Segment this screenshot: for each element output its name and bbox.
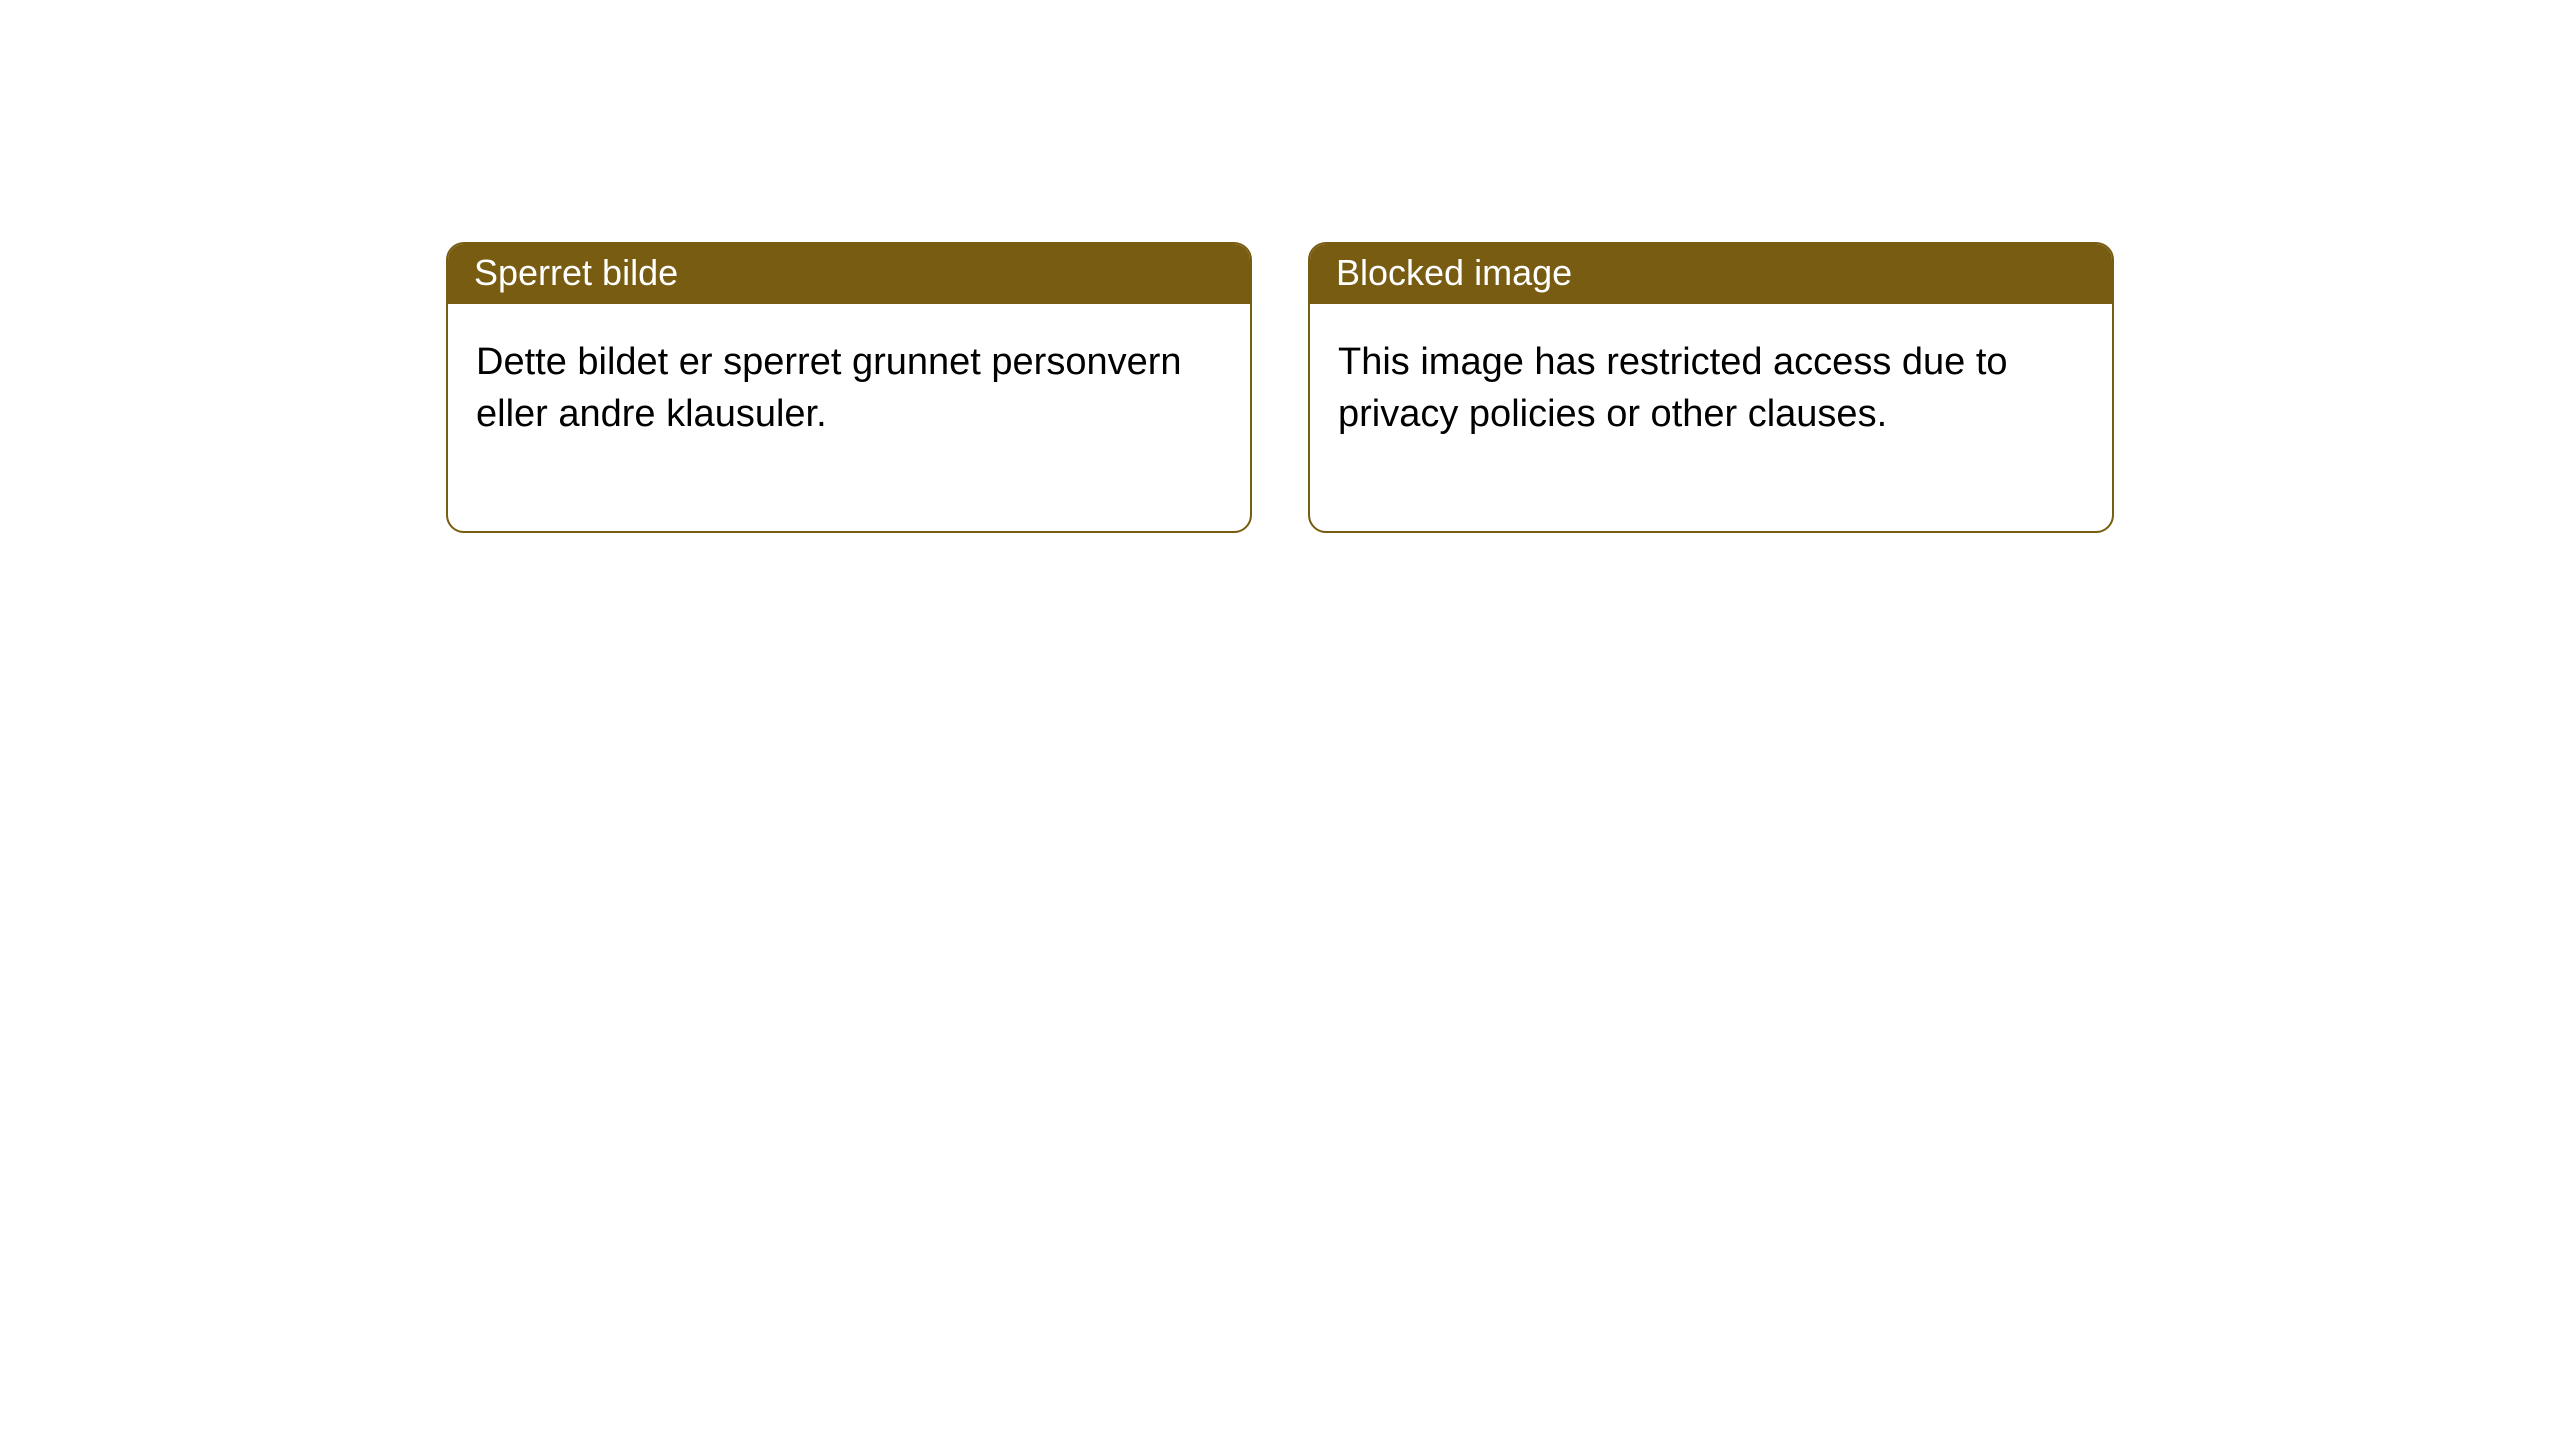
notice-card-en: Blocked image This image has restricted … (1308, 242, 2114, 533)
notice-card-no: Sperret bilde Dette bildet er sperret gr… (446, 242, 1252, 533)
notice-header-en: Blocked image (1310, 244, 2112, 304)
notices-container: Sperret bilde Dette bildet er sperret gr… (0, 0, 2560, 533)
notice-body-en: This image has restricted access due to … (1310, 304, 2112, 531)
notice-body-no: Dette bildet er sperret grunnet personve… (448, 304, 1250, 531)
notice-header-no: Sperret bilde (448, 244, 1250, 304)
